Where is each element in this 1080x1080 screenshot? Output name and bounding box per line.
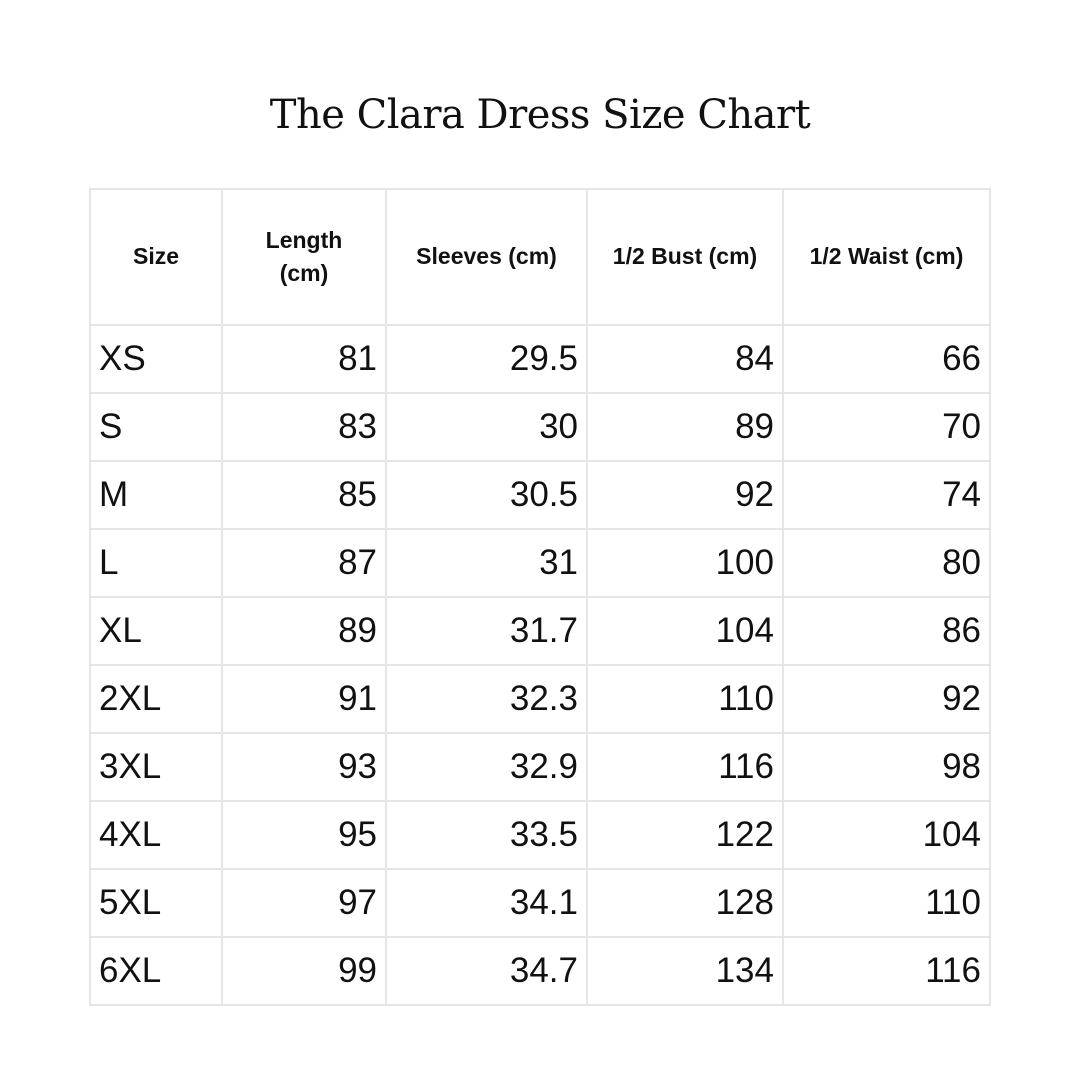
cell-sleeves: 32.9 (385, 732, 588, 802)
cell-size: XL (89, 596, 223, 666)
cell-waist: 66 (782, 324, 991, 394)
cell-length: 81 (221, 324, 387, 394)
table-row: 4XL 95 33.5 122 104 (89, 800, 991, 870)
header-bust: 1/2 Bust (cm) (586, 188, 784, 326)
cell-bust: 89 (586, 392, 784, 462)
cell-waist: 86 (782, 596, 991, 666)
cell-waist: 70 (782, 392, 991, 462)
cell-sleeves: 29.5 (385, 324, 588, 394)
cell-size: 4XL (89, 800, 223, 870)
cell-sleeves: 32.3 (385, 664, 588, 734)
page-title: The Clara Dress Size Chart (269, 92, 811, 138)
table-row: L 87 31 100 80 (89, 528, 991, 598)
cell-waist: 80 (782, 528, 991, 598)
size-chart-table: Size Length (cm) Sleeves (cm) 1/2 Bust (… (89, 188, 991, 1006)
table-row: 6XL 99 34.7 134 116 (89, 936, 991, 1006)
cell-size: L (89, 528, 223, 598)
table-row: XS 81 29.5 84 66 (89, 324, 991, 394)
cell-size: S (89, 392, 223, 462)
table-row: 3XL 93 32.9 116 98 (89, 732, 991, 802)
cell-length: 95 (221, 800, 387, 870)
cell-bust: 122 (586, 800, 784, 870)
table-row: M 85 30.5 92 74 (89, 460, 991, 530)
cell-length: 91 (221, 664, 387, 734)
cell-bust: 128 (586, 868, 784, 938)
cell-length: 97 (221, 868, 387, 938)
cell-waist: 98 (782, 732, 991, 802)
cell-length: 85 (221, 460, 387, 530)
header-sleeves: Sleeves (cm) (385, 188, 588, 326)
cell-waist: 116 (782, 936, 991, 1006)
cell-waist: 92 (782, 664, 991, 734)
cell-bust: 100 (586, 528, 784, 598)
cell-bust: 84 (586, 324, 784, 394)
cell-size: 6XL (89, 936, 223, 1006)
cell-sleeves: 34.1 (385, 868, 588, 938)
cell-sleeves: 30.5 (385, 460, 588, 530)
cell-sleeves: 33.5 (385, 800, 588, 870)
cell-sleeves: 30 (385, 392, 588, 462)
header-size: Size (89, 188, 223, 326)
cell-length: 99 (221, 936, 387, 1006)
cell-bust: 110 (586, 664, 784, 734)
cell-size: XS (89, 324, 223, 394)
cell-waist: 104 (782, 800, 991, 870)
header-waist: 1/2 Waist (cm) (782, 188, 991, 326)
header-length: Length (cm) (221, 188, 387, 326)
cell-size: 5XL (89, 868, 223, 938)
cell-sleeves: 31 (385, 528, 588, 598)
table-row: S 83 30 89 70 (89, 392, 991, 462)
cell-sleeves: 31.7 (385, 596, 588, 666)
cell-sleeves: 34.7 (385, 936, 588, 1006)
cell-length: 87 (221, 528, 387, 598)
cell-size: 3XL (89, 732, 223, 802)
cell-length: 89 (221, 596, 387, 666)
table-row: 2XL 91 32.3 110 92 (89, 664, 991, 734)
cell-waist: 74 (782, 460, 991, 530)
cell-bust: 92 (586, 460, 784, 530)
cell-bust: 134 (586, 936, 784, 1006)
cell-bust: 116 (586, 732, 784, 802)
table-row: 5XL 97 34.1 128 110 (89, 868, 991, 938)
cell-size: 2XL (89, 664, 223, 734)
header-row: Size Length (cm) Sleeves (cm) 1/2 Bust (… (89, 188, 991, 326)
cell-bust: 104 (586, 596, 784, 666)
cell-length: 93 (221, 732, 387, 802)
cell-waist: 110 (782, 868, 991, 938)
cell-length: 83 (221, 392, 387, 462)
cell-size: M (89, 460, 223, 530)
table-row: XL 89 31.7 104 86 (89, 596, 991, 666)
